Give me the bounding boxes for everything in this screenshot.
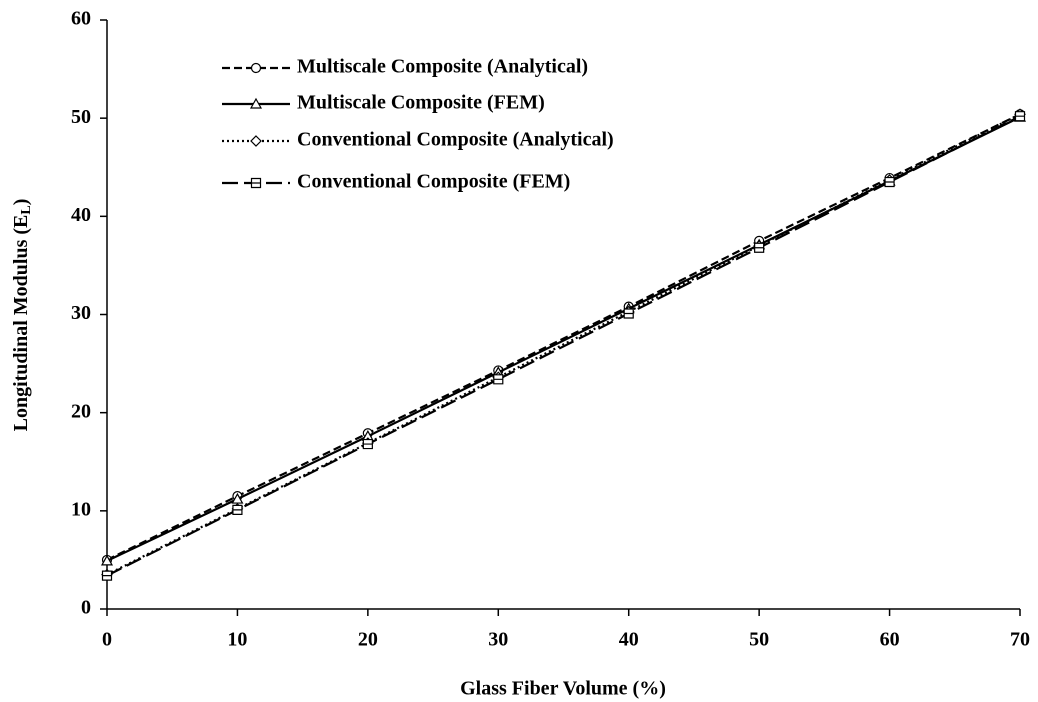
y-axis-label-sub: L	[19, 205, 34, 214]
x-tick-label: 0	[102, 629, 112, 651]
x-tick-label: 30	[488, 629, 508, 651]
legend-label: Conventional Composite (Analytical)	[297, 129, 614, 151]
y-axis-label: Longitudinal Modulus (EL)	[10, 199, 35, 432]
y-tick-label: 0	[81, 597, 91, 619]
x-tick-label: 10	[227, 629, 247, 651]
legend-label: Multiscale Composite (Analytical)	[297, 56, 588, 78]
legend-marker	[250, 62, 262, 74]
y-axis-label-close: )	[10, 199, 32, 206]
x-axis-label: Glass Fiber Volume (%)	[460, 678, 666, 700]
series-line	[106, 113, 1021, 576]
y-tick-label: 50	[71, 106, 91, 128]
x-tick-label: 40	[619, 629, 639, 651]
x-tick-label: 60	[880, 629, 900, 651]
legend-marker	[249, 97, 263, 109]
data-point	[884, 176, 895, 188]
data-point	[232, 504, 243, 515]
legend-label: Conventional Composite (FEM)	[297, 171, 570, 193]
series-line	[106, 113, 1021, 561]
x-tick-label: 70	[1010, 629, 1030, 651]
data-point	[754, 242, 765, 253]
legend-label: Multiscale Composite (FEM)	[297, 92, 545, 114]
x-tick-label: 50	[749, 629, 769, 651]
data-point	[362, 438, 373, 450]
y-tick-label: 60	[71, 8, 91, 30]
legend-marker	[250, 177, 262, 189]
y-tick-label: 10	[71, 498, 91, 520]
legend-marker	[250, 135, 262, 147]
data-point	[100, 554, 114, 566]
y-tick-label: 40	[71, 204, 91, 226]
y-tick-label: 30	[71, 302, 91, 324]
data-point	[101, 570, 113, 581]
y-axis-label-main: Longitudinal Modulus (E	[10, 215, 32, 432]
x-tick-label: 20	[358, 629, 378, 651]
y-tick-label: 20	[71, 400, 91, 422]
data-point	[623, 308, 634, 319]
data-point	[1014, 111, 1026, 122]
data-point	[493, 374, 504, 385]
series-line	[106, 115, 1021, 577]
